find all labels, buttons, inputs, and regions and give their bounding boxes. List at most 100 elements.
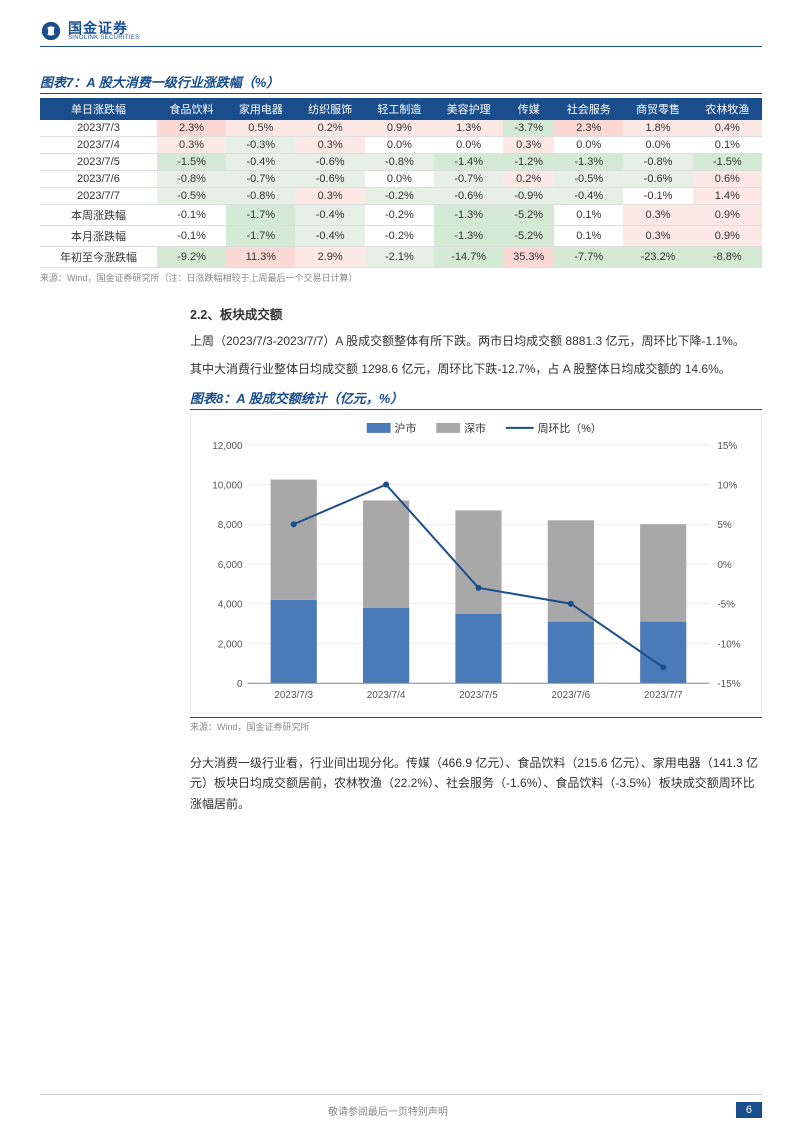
table7-title: 图表7：A 股大消费一级行业涨跌幅（%）	[40, 72, 762, 94]
table-cell: -1.2%	[503, 154, 554, 171]
row-label: 年初至今涨跌幅	[40, 247, 157, 268]
table-cell: 2.9%	[295, 247, 364, 268]
table-cell: 0.5%	[226, 120, 295, 137]
table-cell: 1.8%	[623, 120, 692, 137]
svg-text:2,000: 2,000	[218, 639, 243, 650]
table-cell: -1.3%	[554, 154, 623, 171]
table-cell: 0.1%	[554, 226, 623, 247]
table-cell: 0.2%	[503, 171, 554, 188]
table-cell: 0.6%	[693, 171, 762, 188]
table-cell: -0.4%	[295, 226, 364, 247]
table-header: 农林牧渔	[693, 98, 762, 120]
row-label: 2023/7/4	[40, 137, 157, 154]
table-cell: 0.0%	[365, 137, 434, 154]
row-label: 本月涨跌幅	[40, 226, 157, 247]
page-number: 6	[736, 1102, 762, 1118]
table-header: 食品饮料	[157, 98, 226, 120]
table-cell: -5.2%	[503, 226, 554, 247]
table-cell: -0.2%	[365, 205, 434, 226]
row-label: 2023/7/6	[40, 171, 157, 188]
table-cell: 0.3%	[503, 137, 554, 154]
table-cell: -0.6%	[295, 171, 364, 188]
footer-text: 敬请参阅最后一页特别声明	[328, 1103, 448, 1118]
table-cell: -0.1%	[157, 205, 226, 226]
svg-text:2023/7/6: 2023/7/6	[552, 690, 591, 701]
table-cell: 0.4%	[693, 120, 762, 137]
section-2-2-para1: 上周（2023/7/3-2023/7/7）A 股成交额整体有所下跌。两市日均成交…	[190, 331, 762, 351]
svg-text:周环比（%）: 周环比（%）	[538, 422, 602, 435]
table-cell: -0.7%	[226, 171, 295, 188]
table-cell: -0.3%	[226, 137, 295, 154]
table-cell: 0.0%	[365, 171, 434, 188]
table-cell: 2.3%	[554, 120, 623, 137]
table7: 单日涨跌幅食品饮料家用电器纺织服饰轻工制造美容护理传媒社会服务商贸零售农林牧渔 …	[40, 98, 762, 268]
table-cell: 0.3%	[157, 137, 226, 154]
table-cell: 35.3%	[503, 247, 554, 268]
sinolink-logo-icon	[40, 20, 62, 42]
svg-text:6,000: 6,000	[218, 560, 243, 571]
row-label: 2023/7/5	[40, 154, 157, 171]
table-cell: 11.3%	[226, 247, 295, 268]
table-cell: 0.3%	[623, 205, 692, 226]
logo-text-cn: 国金证券	[68, 21, 139, 35]
svg-text:10,000: 10,000	[212, 480, 243, 491]
svg-text:-15%: -15%	[717, 679, 740, 690]
table-cell: 0.0%	[554, 137, 623, 154]
table-cell: -7.7%	[554, 247, 623, 268]
svg-text:2023/7/4: 2023/7/4	[367, 690, 406, 701]
table-header: 单日涨跌幅	[40, 98, 157, 120]
table-cell: -1.5%	[693, 154, 762, 171]
table-cell: 0.3%	[295, 188, 364, 205]
table-row: 年初至今涨跌幅-9.2%11.3%2.9%-2.1%-14.7%35.3%-7.…	[40, 247, 762, 268]
page-footer: 敬请参阅最后一页特别声明 6	[40, 1102, 762, 1118]
svg-text:4,000: 4,000	[218, 599, 243, 610]
section-2-2-para2: 其中大消费行业整体日均成交额 1298.6 亿元，周环比下跌-12.7%，占 A…	[190, 359, 762, 379]
table-cell: -23.2%	[623, 247, 692, 268]
table-cell: 0.1%	[693, 137, 762, 154]
table-row: 2023/7/40.3%-0.3%0.3%0.0%0.0%0.3%0.0%0.0…	[40, 137, 762, 154]
table-cell: 0.9%	[693, 226, 762, 247]
row-label: 2023/7/7	[40, 188, 157, 205]
chart8-source: 来源：Wind，国金证券研究所	[190, 717, 762, 733]
svg-text:2023/7/5: 2023/7/5	[459, 690, 498, 701]
table-cell: -8.8%	[693, 247, 762, 268]
table-row: 本月涨跌幅-0.1%-1.7%-0.4%-0.2%-1.3%-5.2%0.1%0…	[40, 226, 762, 247]
table-row: 2023/7/7-0.5%-0.8%0.3%-0.2%-0.6%-0.9%-0.…	[40, 188, 762, 205]
svg-text:-10%: -10%	[717, 639, 740, 650]
table-cell: -0.6%	[434, 188, 503, 205]
table-row: 2023/7/32.3%0.5%0.2%0.9%1.3%-3.7%2.3%1.8…	[40, 120, 762, 137]
table-cell: -1.3%	[434, 226, 503, 247]
table-cell: -5.2%	[503, 205, 554, 226]
table-cell: -0.8%	[365, 154, 434, 171]
table-cell: -0.4%	[226, 154, 295, 171]
table-cell: -2.1%	[365, 247, 434, 268]
svg-text:深市: 深市	[464, 421, 486, 435]
table-header: 家用电器	[226, 98, 295, 120]
table-cell: -0.7%	[434, 171, 503, 188]
row-label: 本周涨跌幅	[40, 205, 157, 226]
table-cell: -0.6%	[623, 171, 692, 188]
table-cell: 0.9%	[693, 205, 762, 226]
table7-source: 来源：Wind，国金证券研究所（注：日涨跌幅相较于上周最后一个交易日计算）	[40, 271, 762, 284]
chart8-title: 图表8：A 股成交额统计（亿元，%）	[190, 388, 762, 410]
table-cell: -0.5%	[554, 171, 623, 188]
svg-text:-5%: -5%	[717, 599, 735, 610]
table-header: 轻工制造	[365, 98, 434, 120]
table-cell: 0.9%	[365, 120, 434, 137]
row-label: 2023/7/3	[40, 120, 157, 137]
table-cell: -0.2%	[365, 226, 434, 247]
table-cell: -0.1%	[623, 188, 692, 205]
svg-text:8,000: 8,000	[218, 520, 243, 531]
table-cell: -1.5%	[157, 154, 226, 171]
table-cell: -0.5%	[157, 188, 226, 205]
table-cell: -9.2%	[157, 247, 226, 268]
table-cell: 0.0%	[623, 137, 692, 154]
table-cell: 0.2%	[295, 120, 364, 137]
svg-text:2023/7/7: 2023/7/7	[644, 690, 683, 701]
logo-text-en: SINOLINK SECURITIES	[68, 35, 139, 41]
table-cell: -0.4%	[295, 205, 364, 226]
table-cell: 0.0%	[434, 137, 503, 154]
table-cell: -1.4%	[434, 154, 503, 171]
table-header: 纺织服饰	[295, 98, 364, 120]
svg-text:0: 0	[237, 679, 243, 690]
